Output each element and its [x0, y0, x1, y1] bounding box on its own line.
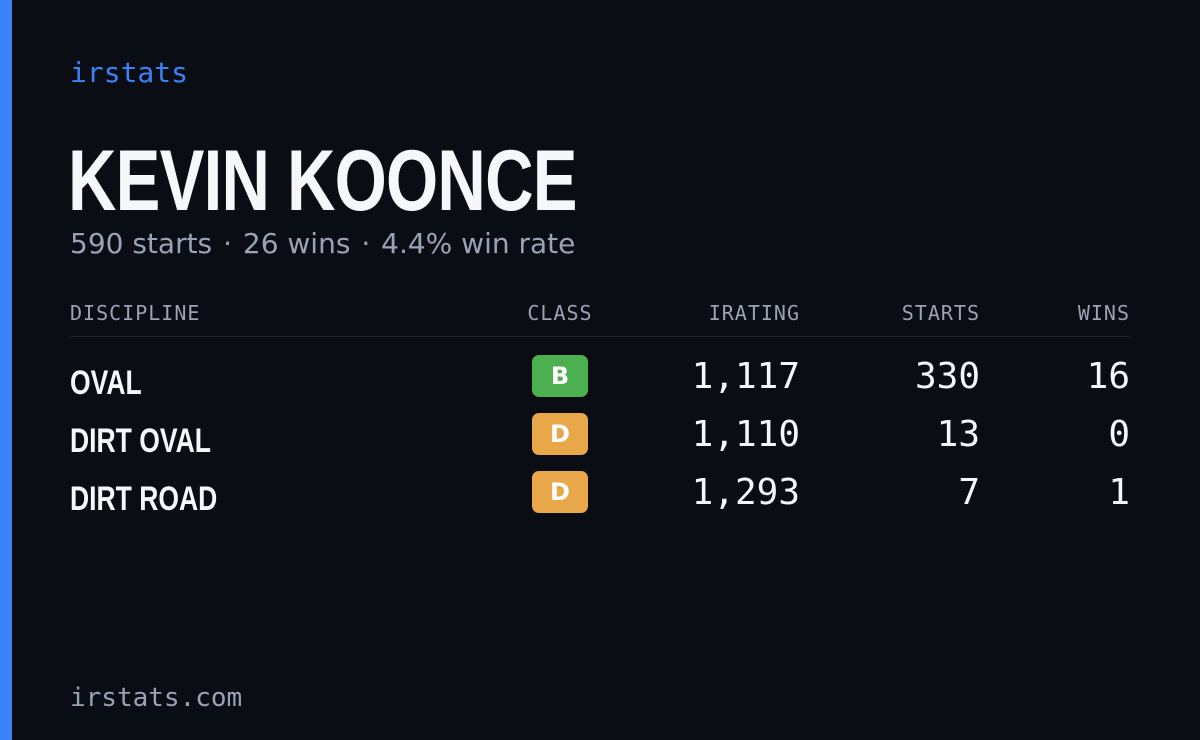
irating-value: 1,117 [691, 356, 800, 397]
discipline-name: DIRT ROAD [70, 480, 218, 518]
discipline-name: DIRT OVAL [70, 422, 211, 460]
class-badge: B [532, 355, 588, 397]
wins-value: 0 [1108, 414, 1130, 455]
separator: · [223, 227, 232, 260]
starts-value: 330 [914, 356, 980, 397]
player-name: KEVIN KOONCE [68, 133, 577, 229]
stats-table: DISCIPLINE CLASS IRATING STARTS WINS OVA… [70, 296, 1130, 527]
header-class: CLASS [527, 301, 593, 325]
brand-logo: irstats [70, 56, 189, 89]
table-row: OVAL B 1,117 330 16 [70, 353, 1130, 411]
starts-value: 7 [958, 472, 980, 513]
player-summary: 590 starts · 26 wins · 4.4% win rate [70, 226, 575, 262]
table-row: DIRT OVAL D 1,110 13 0 [70, 411, 1130, 469]
class-badge: D [532, 413, 588, 455]
wins-value: 1 [1108, 472, 1130, 513]
header-starts: STARTS [901, 301, 980, 325]
header-irating: IRATING [708, 301, 800, 325]
table-row: DIRT ROAD D 1,293 7 1 [70, 469, 1130, 527]
footer-url: irstats.com [70, 683, 243, 713]
starts-summary: 590 starts [70, 227, 213, 260]
separator: · [361, 227, 371, 260]
table-body: OVAL B 1,117 330 16 DIRT OVAL D 1,110 13… [70, 337, 1130, 527]
header-wins: WINS [1077, 301, 1130, 325]
starts-value: 13 [936, 414, 980, 455]
accent-bar [0, 0, 12, 740]
irating-value: 1,110 [691, 414, 800, 455]
table-header: DISCIPLINE CLASS IRATING STARTS WINS [70, 296, 1130, 337]
irating-value: 1,293 [691, 472, 800, 513]
wins-value: 16 [1086, 356, 1130, 397]
discipline-name: OVAL [70, 364, 142, 402]
wins-summary: 26 wins [242, 227, 351, 260]
class-badge: D [532, 471, 588, 513]
winrate-summary: 4.4% win rate [381, 227, 576, 260]
header-discipline: DISCIPLINE [70, 301, 201, 325]
